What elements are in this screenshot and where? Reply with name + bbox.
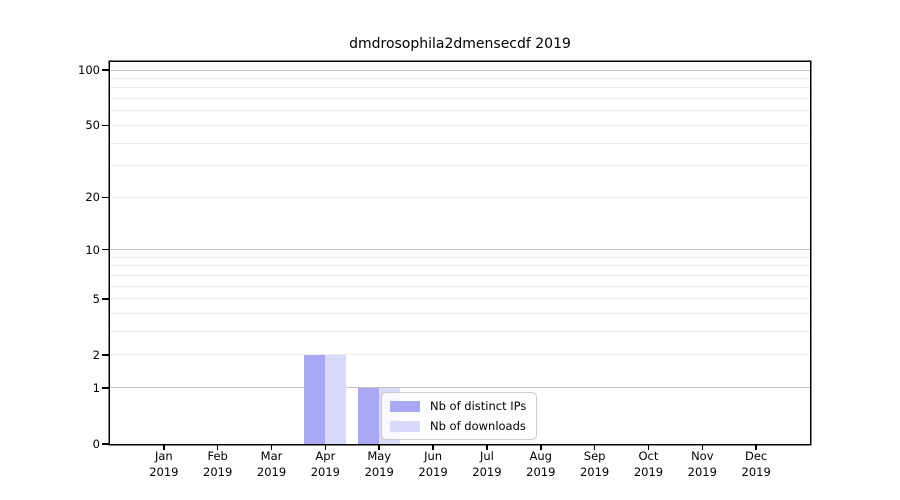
x-tickmark — [432, 444, 434, 450]
y-tickmark — [102, 354, 110, 356]
gridline-minor — [110, 256, 810, 258]
x-tick-month: Nov — [691, 449, 714, 463]
gridline-minor — [110, 331, 810, 333]
x-tick-label: Apr 2019 — [295, 449, 355, 480]
gridline-minor — [110, 142, 810, 144]
x-tick-year: 2019 — [741, 464, 771, 479]
y-tickmark — [102, 196, 110, 199]
gridline-minor — [110, 196, 810, 198]
gridline-major — [110, 249, 810, 251]
x-tick-year: 2019 — [579, 464, 610, 479]
x-tick-label: Oct 2019 — [618, 449, 678, 480]
legend: Nb of distinct IPs Nb of downloads — [381, 392, 538, 440]
x-tick-month: Apr — [315, 449, 336, 463]
x-tick-month: Dec — [745, 449, 768, 463]
bar-distinct-ips-apr — [304, 354, 326, 444]
x-tickmark — [593, 444, 596, 450]
legend-item-downloads: Nb of downloads — [390, 419, 526, 433]
gridline-minor — [110, 124, 810, 126]
gridline-minor — [110, 165, 810, 167]
gridline-minor — [110, 265, 810, 267]
x-tick-month: Jan — [154, 449, 173, 463]
gridline-minor — [110, 298, 810, 300]
x-tick-year: 2019 — [633, 464, 664, 479]
x-tick-month: Oct — [638, 449, 659, 463]
y-tickmark — [102, 443, 110, 445]
y-tick-label: 50 — [85, 118, 100, 133]
legend-swatch-distinct-ips-icon — [390, 400, 420, 412]
y-tickmark — [102, 298, 110, 300]
x-tick-year: 2019 — [472, 464, 502, 479]
x-tick-label: May 2019 — [349, 449, 409, 480]
x-tick-label: Jun 2019 — [403, 449, 463, 480]
plot-area — [110, 62, 810, 444]
gridline-minor — [110, 274, 810, 276]
x-tickmark — [216, 444, 219, 450]
x-tick-month: Jun — [424, 449, 443, 463]
x-tick-year: 2019 — [203, 464, 233, 479]
x-tick-year: 2019 — [418, 464, 448, 479]
x-tick-year: 2019 — [256, 464, 287, 479]
gridline-minor — [110, 313, 810, 315]
x-tick-month: Feb — [207, 449, 228, 463]
bar-downloads-apr — [325, 354, 347, 444]
x-tick-month: Aug — [529, 449, 552, 463]
y-tick-label: 20 — [85, 190, 100, 205]
y-tickmark — [102, 387, 110, 389]
x-tick-label: Sep 2019 — [565, 449, 625, 480]
y-tick-label: 1 — [92, 380, 100, 395]
x-tick-month: May — [367, 449, 392, 463]
x-tick-label: Jul 2019 — [457, 449, 517, 480]
gridline-major — [110, 69, 810, 71]
y-tickmark — [102, 248, 110, 251]
y-tickmark — [102, 69, 110, 71]
x-tickmark — [647, 444, 650, 450]
legend-label-downloads: Nb of downloads — [430, 419, 526, 433]
x-tickmark — [755, 444, 757, 450]
x-tick-label: Dec 2019 — [726, 449, 786, 480]
x-tick-label: Feb 2019 — [188, 449, 248, 480]
x-tickmark — [270, 444, 273, 450]
x-tick-label: Nov 2019 — [672, 449, 732, 480]
gridline-minor — [110, 87, 810, 89]
gridline-minor — [110, 98, 810, 100]
legend-label-distinct-ips: Nb of distinct IPs — [430, 399, 527, 413]
legend-swatch-downloads-icon — [390, 420, 420, 432]
x-tickmark — [163, 444, 165, 450]
x-tick-label: Mar 2019 — [242, 449, 302, 480]
x-tick-year: 2019 — [364, 464, 394, 479]
y-tick-label: 100 — [78, 63, 100, 77]
y-tick-label: 0 — [92, 437, 100, 451]
gridline-minor — [110, 110, 810, 112]
x-tickmark — [540, 444, 542, 450]
x-tick-year: 2019 — [687, 464, 717, 479]
bar-distinct-ips-may — [358, 387, 380, 444]
x-tick-month: Jul — [479, 449, 494, 463]
x-tick-label: Aug 2019 — [511, 449, 571, 480]
x-tickmark — [378, 444, 380, 450]
x-tick-year: 2019 — [310, 464, 341, 479]
gridline-minor — [110, 354, 810, 356]
x-tick-label: Jan 2019 — [134, 449, 194, 480]
x-tickmark — [701, 444, 704, 450]
x-tickmark — [324, 444, 327, 450]
y-tick-label: 2 — [92, 347, 100, 362]
chart-title: dmdrosophila2dmensecdf 2019 — [349, 36, 571, 52]
x-tick-year: 2019 — [526, 464, 556, 479]
gridline-minor — [110, 285, 810, 287]
legend-item-distinct-ips: Nb of distinct IPs — [390, 399, 526, 413]
y-tickmark — [102, 124, 110, 127]
gridline-minor — [110, 77, 810, 79]
y-tick-label: 5 — [92, 291, 100, 306]
y-tick-label: 10 — [85, 242, 100, 257]
x-tick-year: 2019 — [149, 464, 179, 479]
x-tick-month: Sep — [583, 449, 606, 463]
x-tickmark — [486, 444, 488, 450]
x-tick-month: Mar — [260, 449, 283, 463]
gridline-major — [110, 387, 810, 389]
